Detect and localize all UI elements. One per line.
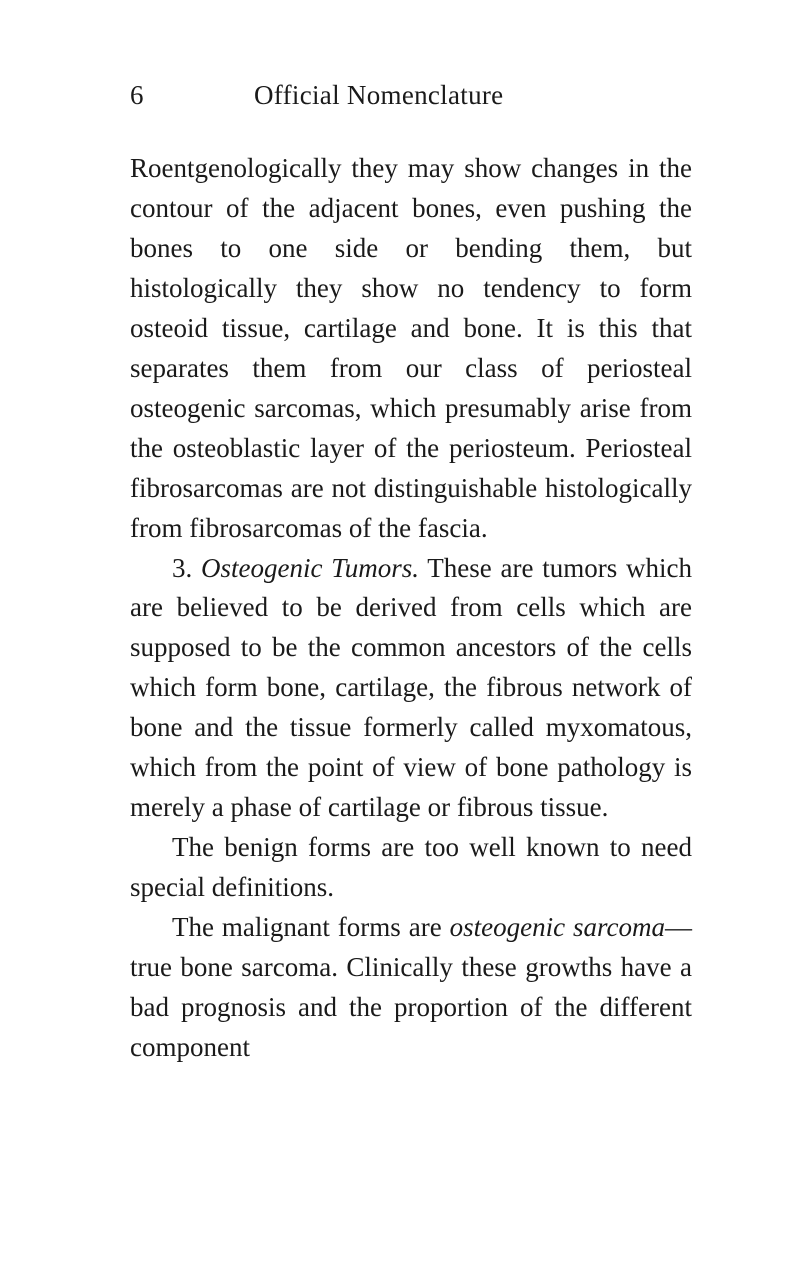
page-header: 6 Official Nomenclature: [130, 80, 692, 111]
paragraph-1: Roentgenologically they may show changes…: [130, 149, 692, 549]
paragraph-3: The benign forms are too well known to n…: [130, 828, 692, 908]
paragraph-2-number: 3.: [172, 553, 201, 583]
running-title: Official Nomenclature: [254, 80, 503, 111]
paragraph-4: The malignant forms are osteogenic sarco…: [130, 908, 692, 1068]
body-text: Roentgenologically they may show changes…: [130, 149, 692, 1068]
term-osteogenic-tumors: Osteogenic Tumors.: [201, 553, 419, 583]
paragraph-4-a: The malignant forms are: [172, 912, 450, 942]
paragraph-2-body: These are tumors which are believed to b…: [130, 553, 692, 823]
term-osteogenic-sarcoma: osteogenic sarcoma: [450, 912, 665, 942]
page-number: 6: [130, 80, 254, 111]
page: 6 Official Nomenclature Roentgenological…: [0, 0, 800, 1285]
paragraph-2: 3. Osteogenic Tumors. These are tumors w…: [130, 549, 692, 829]
